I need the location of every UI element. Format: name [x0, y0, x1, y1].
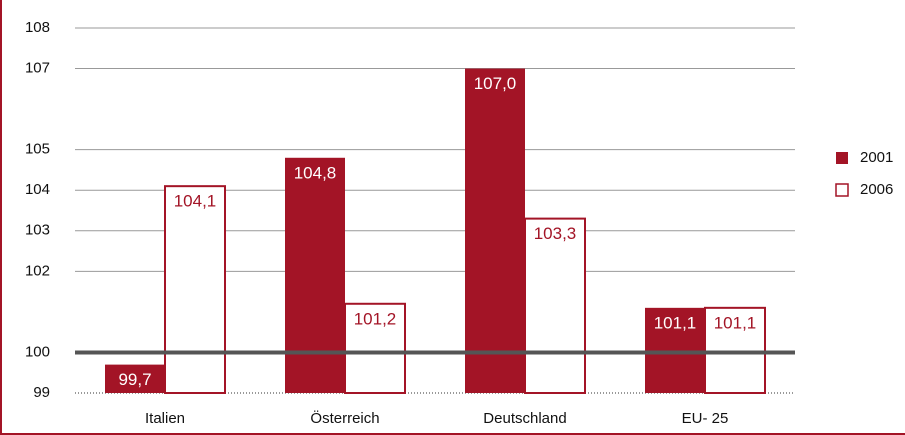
bar: [164, 185, 226, 394]
value-label: 101,1: [714, 313, 757, 332]
y-tick-label: 108: [25, 19, 50, 36]
value-label: 101,2: [354, 309, 397, 328]
value-label: 101,1: [654, 313, 697, 332]
x-tick-label: Österreich: [310, 409, 379, 427]
y-tick-label: 105: [25, 141, 50, 158]
bar: [105, 364, 165, 393]
y-tick-label: 107: [25, 60, 50, 77]
value-label: 104,1: [174, 192, 217, 211]
y-tick-label: 103: [25, 222, 50, 239]
value-label: 103,3: [534, 224, 577, 243]
legend-label: 2006: [860, 181, 893, 198]
y-tick-label: 99: [33, 384, 50, 401]
value-label: 107,0: [474, 74, 517, 93]
bar: [645, 307, 705, 393]
legend-swatch: [836, 152, 848, 164]
legend-label: 2001: [860, 149, 893, 166]
bar: [465, 68, 525, 394]
bar: [344, 302, 406, 394]
x-tick-label: EU- 25: [682, 410, 729, 427]
bar: [285, 157, 345, 393]
value-label: 104,8: [294, 163, 337, 182]
y-tick-label: 102: [25, 262, 50, 279]
x-tick-label: Italien: [145, 410, 185, 427]
bar: [524, 217, 586, 394]
y-tick-label: 104: [25, 181, 50, 198]
y-tick-label: 100: [25, 343, 50, 360]
legend-swatch: [835, 183, 849, 197]
x-tick-label: Deutschland: [483, 410, 566, 427]
bar: [704, 306, 766, 395]
value-label: 99,7: [118, 370, 151, 389]
